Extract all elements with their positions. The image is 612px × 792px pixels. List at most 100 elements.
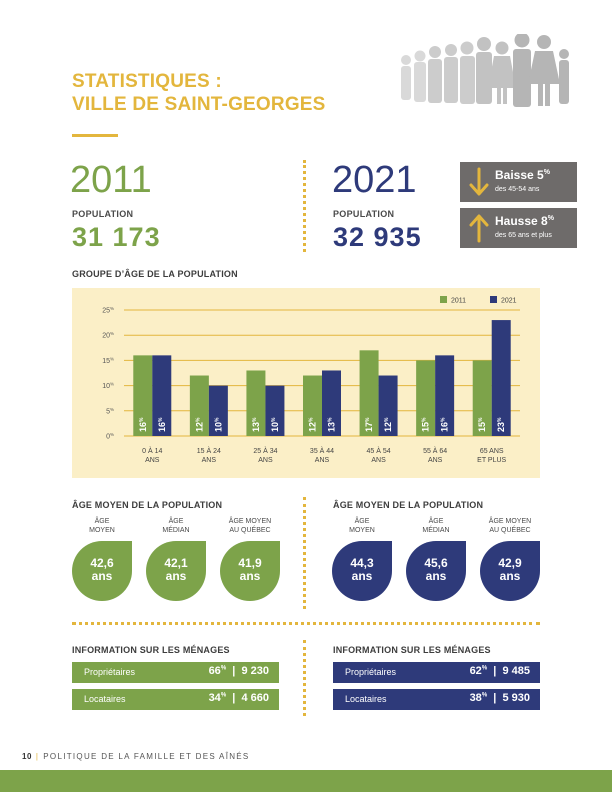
population-value-2011: 31 173: [72, 222, 161, 252]
y-tick-label: 5%: [106, 407, 114, 416]
arrow-up-icon: [469, 214, 489, 243]
bar-2021-5: [435, 355, 455, 436]
trend-decrease-title: Baisse 5%: [495, 168, 550, 182]
x-tick-label: ANS: [371, 457, 386, 464]
bar-label-2011-2: 13%: [251, 417, 261, 432]
x-tick-label: ANS: [145, 457, 160, 464]
page-title-line-2: VILLE DE SAINT-GEORGES: [72, 94, 326, 115]
legend-swatch-2011: [440, 296, 447, 303]
title-underline: [72, 134, 118, 137]
y-tick-label: 0%: [106, 432, 114, 441]
bar-label-2011-6: 15%: [477, 417, 487, 432]
legend-swatch-2021: [490, 296, 497, 303]
bar-label-2021-3: 13%: [327, 417, 337, 432]
page-number: 10: [22, 752, 32, 761]
household-row-tenants-2011: Locataires 34% | 4 660: [72, 689, 279, 710]
x-tick-label: ANS: [315, 457, 330, 464]
age-group-chart: 0% 5% 10% 15% 20% 25% 2011 2021 16% 16% 0 À 14 ANS 1…: [102, 296, 520, 464]
age-section-label-2021: ÂGE MOYEN DE LA POPULATION: [333, 500, 484, 510]
age-header-2021-1: ÂGE MÉDIAN: [422, 518, 450, 534]
year-2011: 2011: [70, 159, 152, 201]
age-drop-2011-1: 42,1 ans: [146, 541, 206, 601]
bar-2021-0: [152, 355, 172, 436]
household-label: Propriétaires: [84, 667, 136, 677]
bar-label-2021-0: 16%: [157, 417, 167, 432]
household-values: 66% | 9 230: [208, 665, 269, 677]
trend-decrease-box: Baisse 5% des 45-54 ans: [460, 162, 577, 202]
bar-2021-4: [378, 375, 398, 436]
divider-bottom: [303, 640, 306, 716]
age-header-2011-0: ÂGE MOYEN: [89, 518, 115, 534]
population-label-2021: POPULATION: [333, 209, 395, 219]
trend-increase-title: Hausse 8%: [495, 214, 554, 228]
divider-top: [303, 160, 306, 252]
bar-label-2021-2: 10%: [270, 417, 280, 432]
x-tick-label: 65 ANS: [480, 448, 504, 455]
age-header-2011-1: ÂGE MÉDIAN: [162, 518, 190, 534]
age-header-2021-2: ÂGE MOYEN AU QUÉBEC: [488, 518, 532, 534]
x-tick-label: 55 À 64: [423, 446, 447, 455]
population-value-2021: 32 935: [333, 222, 422, 252]
y-tick-label: 20%: [102, 331, 114, 340]
x-tick-label: 45 À 54: [367, 446, 391, 455]
bar-2011-0: [133, 355, 153, 436]
x-tick-label: ANS: [202, 457, 217, 464]
household-row-owners-2011: Propriétaires 66% | 9 230: [72, 662, 279, 683]
age-header-2021-0: ÂGE MOYEN: [349, 518, 375, 534]
y-tick-label: 25%: [102, 306, 114, 315]
bar-2011-6: [472, 360, 492, 436]
bar-2011-2: [246, 370, 266, 436]
trend-increase-box: Hausse 8% des 65 ans et plus: [460, 208, 577, 248]
footer-separator: |: [35, 752, 40, 761]
people-silhouettes-icon: [401, 34, 569, 107]
age-section-label-2011: ÂGE MOYEN DE LA POPULATION: [72, 500, 223, 510]
x-tick-label: 0 À 14: [142, 446, 162, 455]
footer: 10 | POLITIQUE DE LA FAMILLE ET DES AÎNÉS: [22, 752, 250, 761]
trend-decrease-subtitle: des 45-54 ans: [495, 186, 540, 193]
age-drop-2021-0: 44,3 ans: [332, 541, 392, 601]
x-tick-label: 35 À 44: [310, 446, 334, 455]
bar-label-2011-0: 16%: [138, 417, 148, 432]
chart-section-label: GROUPE D’ÂGE DE LA POPULATION: [72, 269, 238, 279]
bar-label-2011-4: 17%: [364, 417, 374, 432]
bar-label-2011-5: 15%: [421, 417, 431, 432]
divider-horizontal: [72, 622, 540, 625]
household-values: 62% | 9 485: [469, 665, 530, 677]
x-tick-label: ANS: [428, 457, 443, 464]
bar-2021-1: [208, 385, 228, 436]
age-drop-2011-2: 41,9 ans: [220, 541, 280, 601]
x-tick-label: ANS: [258, 457, 273, 464]
household-values: 34% | 4 660: [208, 692, 269, 704]
bar-label-2021-1: 10%: [213, 417, 223, 432]
bar-2021-2: [265, 385, 285, 436]
bar-label-2021-5: 16%: [440, 417, 450, 432]
bar-2011-5: [416, 360, 436, 436]
household-label: Propriétaires: [345, 667, 397, 677]
y-tick-label: 15%: [102, 356, 114, 365]
age-header-2011-2: ÂGE MOYEN AU QUÉBEC: [228, 518, 272, 534]
population-label-2011: POPULATION: [72, 209, 134, 219]
bar-2021-3: [322, 370, 341, 436]
household-label: Locataires: [345, 694, 387, 704]
bar-label-2011-1: 12%: [194, 417, 204, 432]
households-label-2021: INFORMATION SUR LES MÉNAGES: [333, 645, 491, 655]
divider-middle: [303, 497, 306, 609]
age-drop-2021-2: 42,9 ans: [480, 541, 540, 601]
households-label-2011: INFORMATION SUR LES MÉNAGES: [72, 645, 230, 655]
bar-2011-4: [359, 350, 379, 436]
age-drop-2011-0: 42,6 ans: [72, 541, 132, 601]
trend-increase-subtitle: des 65 ans et plus: [495, 232, 552, 239]
bar-2011-3: [303, 375, 322, 436]
year-2021: 2021: [332, 159, 417, 201]
bar-2011-1: [189, 375, 209, 436]
x-tick-label: ET PLUS: [477, 457, 506, 464]
x-tick-label: 25 À 34: [253, 446, 277, 455]
x-tick-label: 15 À 24: [197, 446, 221, 455]
household-row-tenants-2021: Locataires 38% | 5 930: [333, 689, 540, 710]
footer-title: POLITIQUE DE LA FAMILLE ET DES AÎNÉS: [43, 752, 250, 761]
bar-label-2021-4: 12%: [383, 417, 393, 432]
household-values: 38% | 5 930: [469, 692, 530, 704]
bar-2021-6: [491, 320, 511, 436]
page-title-line-1: STATISTIQUES :: [72, 71, 222, 92]
bar-label-2011-3: 12%: [308, 417, 318, 432]
